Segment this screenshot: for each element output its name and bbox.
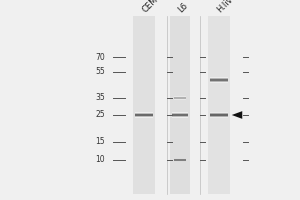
Text: 55: 55 bbox=[95, 68, 105, 76]
Text: 25: 25 bbox=[95, 110, 105, 119]
Text: 10: 10 bbox=[95, 156, 105, 164]
Text: CEM: CEM bbox=[141, 0, 160, 14]
Text: 35: 35 bbox=[95, 94, 105, 102]
Polygon shape bbox=[232, 111, 242, 119]
Text: L6: L6 bbox=[177, 1, 190, 14]
Bar bbox=[208, 16, 230, 194]
Bar bbox=[170, 16, 190, 194]
Bar bbox=[133, 16, 155, 194]
Text: 15: 15 bbox=[95, 138, 105, 146]
Text: H.liver: H.liver bbox=[216, 0, 242, 14]
Text: 70: 70 bbox=[95, 52, 105, 62]
